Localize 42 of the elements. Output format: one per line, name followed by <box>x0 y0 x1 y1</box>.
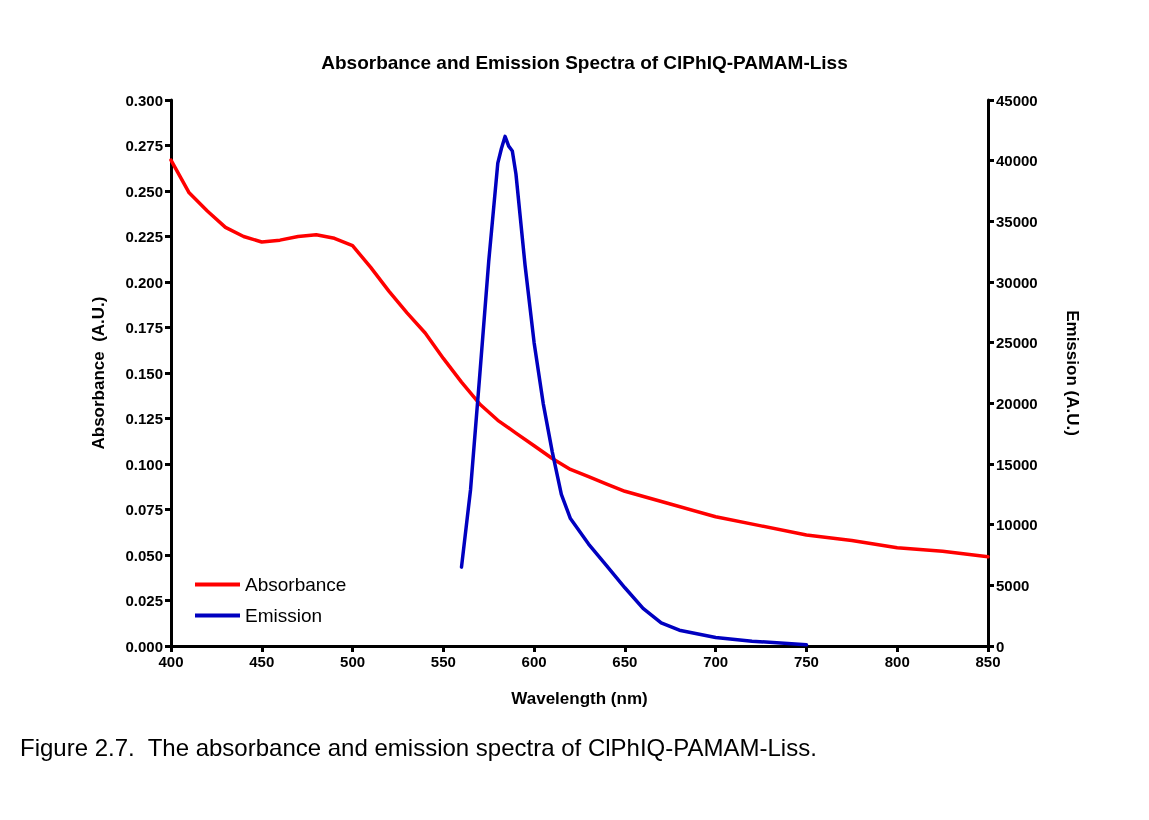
y-axis-title: Absorbance (A.U.) <box>89 296 108 450</box>
y2-tick-label: 30000 <box>996 273 1038 291</box>
y-tick-label: 0.250 <box>125 182 163 200</box>
y-tick-label: 0.000 <box>125 637 163 655</box>
y-tick-label: 0.175 <box>125 319 163 336</box>
y2-tick-label: 40000 <box>996 152 1038 170</box>
y2-axis-title: Emission (A.U.) <box>1063 310 1082 436</box>
y2-tick-label: 25000 <box>996 334 1038 352</box>
x-tick-label: 850 <box>975 653 1001 670</box>
x-tick-label: 550 <box>430 653 456 670</box>
line-series <box>459 134 809 647</box>
x-tick-label: 750 <box>793 653 819 670</box>
y2-tick-label: 10000 <box>996 516 1038 534</box>
x-tick-label: 600 <box>521 653 547 670</box>
y-tick-label: 0.100 <box>125 455 163 473</box>
y2-tick-label: 15000 <box>996 455 1038 473</box>
y-tick-label: 0.125 <box>125 410 163 427</box>
y2-tick-label: 0 <box>996 637 1005 655</box>
y2-tick-label: 5000 <box>996 576 1030 594</box>
y-tick-label: 0.225 <box>125 228 163 245</box>
x-tick-label: 400 <box>158 653 184 670</box>
y2-tick-label: 20000 <box>996 394 1038 412</box>
x-axis-title: Wavelength (nm) <box>511 689 648 708</box>
x-tick-label: 450 <box>249 653 275 670</box>
x-tick-label: 800 <box>884 653 910 670</box>
line-series <box>169 158 990 559</box>
y-tick-label: 0.200 <box>125 273 163 291</box>
y-tick-label: 0.050 <box>125 546 163 564</box>
legend-label: Absorbance <box>245 574 347 595</box>
x-tick-label: 700 <box>703 653 729 670</box>
y-tick-label: 0.150 <box>125 364 163 382</box>
x-tick-label: 650 <box>612 653 638 670</box>
y2-tick-label: 35000 <box>996 212 1038 230</box>
legend-label: Emission <box>245 605 323 626</box>
y-tick-label: 0.300 <box>125 91 163 109</box>
y-tick-label: 0.275 <box>125 137 163 154</box>
y2-tick-label: 45000 <box>996 91 1038 109</box>
y-tick-label: 0.025 <box>125 592 163 609</box>
caption: Figure 2.7. The absorbance and emission spectra of ClPhIQ-PAMAM-Liss. <box>20 733 817 761</box>
chart-title: Absorbance and Emission Spectra of ClPhIQ-PAMAM-Liss <box>321 52 848 73</box>
x-tick-label: 500 <box>340 653 366 670</box>
y-tick-label: 0.075 <box>125 501 163 518</box>
